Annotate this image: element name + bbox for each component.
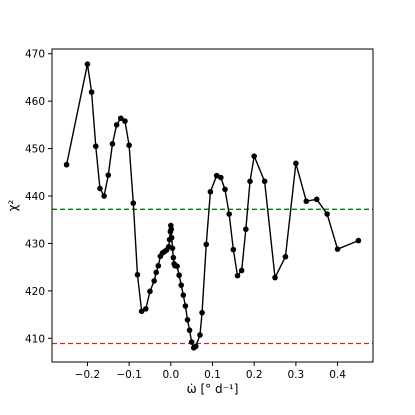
data-point: [97, 185, 103, 192]
x-axis-label: ω̇ [° d⁻¹]: [187, 382, 239, 396]
data-point: [207, 188, 214, 195]
x-tick-label: −0.2: [75, 369, 101, 381]
data-point: [134, 271, 141, 278]
data-point: [117, 115, 124, 122]
x-tick-label: 0.4: [329, 369, 346, 381]
data-point: [126, 142, 132, 149]
data-point: [105, 172, 112, 178]
series-line: [65, 64, 359, 349]
data-point: [197, 332, 203, 338]
data-point: [238, 267, 245, 274]
data-point: [142, 306, 149, 312]
data-point: [169, 245, 176, 251]
data-point: [282, 253, 289, 260]
data-point: [155, 262, 162, 269]
data-point: [186, 327, 193, 334]
data-point: [293, 160, 299, 167]
plot-frame: [51, 48, 374, 363]
data-point: [303, 198, 310, 205]
x-tick-label: −0.1: [116, 369, 142, 381]
data-point: [313, 196, 320, 203]
data-point: [218, 174, 224, 181]
data-point: [168, 226, 175, 233]
data-point: [180, 292, 187, 298]
data-point: [184, 316, 191, 323]
data-point: [230, 246, 237, 253]
x-tick-label: 0.2: [246, 369, 263, 381]
data-point: [84, 61, 91, 67]
data-point: [168, 234, 175, 241]
data-point: [178, 282, 185, 288]
data-point: [213, 172, 220, 179]
data-point: [182, 303, 189, 309]
y-tick-label: 430: [25, 238, 45, 250]
data-point: [113, 122, 120, 128]
data-point: [174, 263, 180, 270]
x-tick-label: 0.1: [204, 369, 221, 381]
y-tick-label: 460: [25, 96, 45, 108]
y-axis-label: χ²: [6, 199, 20, 211]
data-point: [247, 178, 253, 185]
data-point: [324, 211, 330, 217]
y-tick-label: 470: [25, 49, 45, 61]
y-tick-label: 420: [25, 286, 45, 298]
data-point: [203, 241, 210, 248]
x-tick-label: 0.3: [288, 369, 305, 381]
data-point: [272, 274, 278, 281]
data-point: [188, 339, 195, 345]
data-point: [138, 308, 145, 315]
data-point: [243, 226, 249, 233]
data-point: [101, 193, 107, 199]
data-point: [109, 141, 116, 147]
data-point: [92, 143, 99, 150]
data-point: [261, 178, 268, 185]
data-point: [170, 254, 177, 261]
data-point: [355, 237, 362, 244]
data-point: [334, 246, 341, 252]
data-point: [222, 186, 228, 193]
data-point: [63, 161, 70, 168]
data-point: [199, 309, 205, 316]
data-point: [193, 343, 199, 350]
y-tick-label: 410: [25, 333, 45, 345]
data-point: [88, 89, 95, 95]
axis-ticks: −0.2 −0.1 0.0 0.1 0.2 0.3 0.4 410 420 430 440 450 46…: [25, 49, 346, 381]
y-tick-label: 440: [25, 191, 45, 203]
y-tick-label: 450: [25, 144, 45, 156]
data-point: [147, 288, 153, 295]
data-point: [226, 211, 232, 217]
data-point: [251, 153, 257, 159]
data-point: [151, 278, 157, 284]
plot-area: [52, 61, 373, 351]
data-point: [130, 200, 137, 206]
data-point: [176, 272, 182, 279]
x-tick-label: 0.0: [162, 369, 179, 381]
data-point: [122, 118, 128, 124]
data-point: [234, 272, 241, 279]
data-point: [153, 269, 160, 276]
